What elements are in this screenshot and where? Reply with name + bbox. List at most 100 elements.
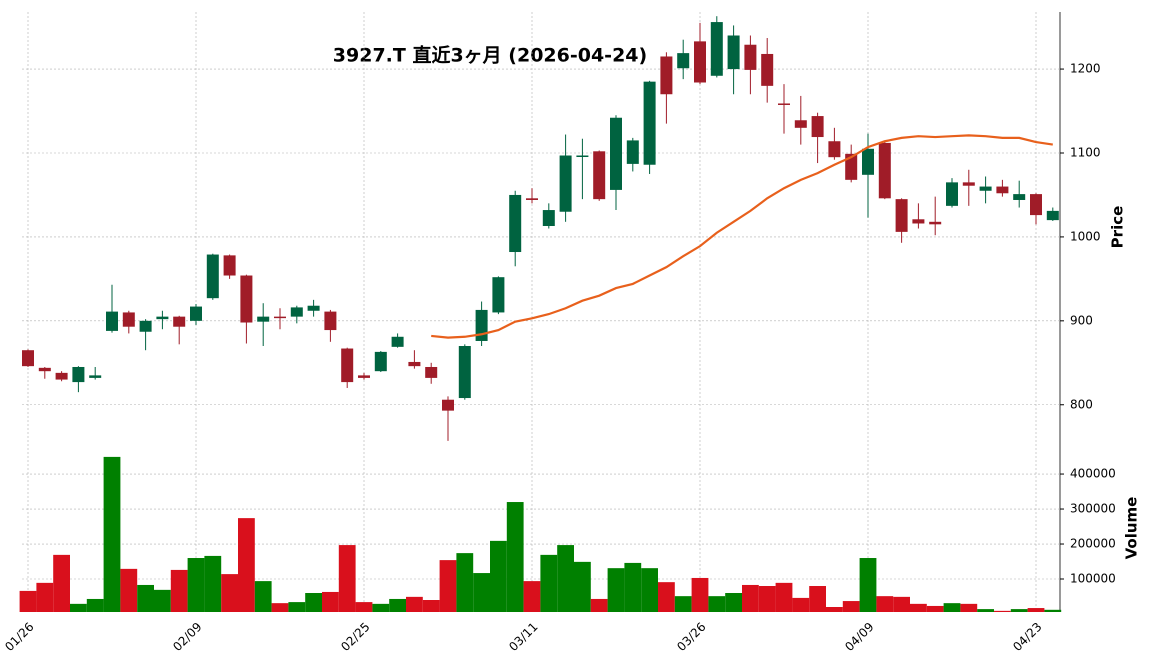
volume-bar — [372, 603, 390, 612]
volume-bar — [624, 562, 642, 612]
candle-body — [274, 316, 286, 319]
volume-tick-label: 400000 — [1070, 467, 1116, 481]
candle-body — [794, 120, 807, 128]
candle-body — [593, 151, 606, 200]
candle-body — [778, 103, 790, 105]
candle-body — [744, 44, 757, 70]
candle-body — [643, 81, 656, 165]
candle-body — [1046, 210, 1059, 221]
candle-body — [1030, 194, 1042, 216]
x-tick-label: 03/26 — [674, 620, 708, 654]
candle-body — [139, 320, 152, 332]
volume-bar — [154, 589, 171, 612]
moving-average-line — [431, 134, 1053, 339]
y-tick-label: 900 — [1070, 313, 1093, 327]
x-tick-label: 02/09 — [170, 620, 204, 654]
candle-body — [122, 312, 135, 327]
volume-bar — [170, 569, 188, 612]
volume-bar — [758, 586, 776, 612]
volume-bar — [842, 601, 860, 612]
candle-body — [240, 275, 253, 323]
candle-body — [106, 311, 118, 331]
candle-body — [727, 35, 740, 70]
candle-body — [509, 194, 522, 253]
x-tick-label: 03/11 — [506, 620, 540, 654]
x-tick-label: 04/23 — [1010, 620, 1044, 654]
volume-bar — [876, 596, 894, 612]
volume-bar — [204, 555, 222, 612]
volume-bar — [86, 598, 104, 612]
volume-bar — [439, 560, 457, 612]
candle-body — [324, 311, 337, 331]
y-tick-label: 800 — [1070, 397, 1093, 411]
volume-bar — [742, 584, 759, 612]
candle-body — [878, 142, 891, 199]
y-tick-label: 1000 — [1070, 229, 1101, 243]
x-tick-label: 01/26 — [2, 620, 36, 654]
candle-body — [458, 346, 471, 399]
candle-body — [677, 53, 690, 69]
candle-body — [979, 186, 992, 191]
volume-bar — [53, 554, 70, 612]
volume-bar — [540, 554, 558, 612]
candle-body — [761, 53, 774, 86]
volume-bar — [708, 596, 726, 612]
candle-body — [358, 375, 370, 378]
volume-bar — [422, 600, 440, 612]
volume-bar — [389, 598, 406, 612]
y-tick-label: 1100 — [1070, 145, 1101, 159]
volume-bar — [775, 582, 793, 612]
candle-body — [1013, 194, 1026, 200]
candle-body — [559, 155, 572, 212]
candle-body — [156, 316, 169, 320]
volume-bar — [103, 456, 121, 612]
volume-bar — [70, 603, 87, 612]
candle-body — [206, 254, 219, 299]
candle-body — [223, 255, 236, 276]
volume-bar — [574, 561, 591, 612]
volume-bar — [590, 598, 608, 612]
volume-bar — [809, 586, 826, 612]
volume-bar — [1010, 609, 1028, 612]
candle-body — [307, 305, 320, 311]
x-tick-label: 04/09 — [842, 620, 876, 654]
volume-bar — [506, 502, 524, 612]
candle-body — [946, 182, 958, 206]
volume-bar — [254, 581, 272, 612]
candle-body — [576, 155, 589, 158]
candle-body — [173, 316, 186, 327]
volume-bar — [288, 602, 306, 612]
x-tick-label: 02/25 — [338, 620, 372, 654]
volume-bar — [1027, 608, 1045, 612]
candle-body — [811, 116, 824, 138]
candle-body — [862, 148, 874, 175]
volume-bar — [338, 545, 356, 612]
volume-bar — [221, 574, 238, 612]
chart-title: 3927.T 直近3ヶ月 (2026-04-24) — [333, 44, 647, 67]
volume-bar — [271, 603, 289, 612]
volume-bar — [859, 558, 877, 612]
candle-body — [610, 117, 622, 190]
volume-bar — [120, 568, 138, 612]
volume-bar — [658, 582, 675, 612]
candle-body — [22, 350, 34, 367]
volume-bar — [994, 610, 1011, 612]
candle-body — [694, 41, 706, 83]
volume-bar — [1044, 609, 1062, 612]
volume-bar — [691, 577, 709, 612]
candle-body — [374, 351, 387, 372]
y-axis-label: Price — [1109, 206, 1127, 249]
volume-bar — [36, 582, 54, 612]
volume-bar — [322, 591, 339, 612]
candle-body — [996, 186, 1009, 194]
candle-body — [72, 366, 85, 383]
volume-bar — [910, 603, 927, 612]
candle-body — [828, 141, 841, 158]
candle-body — [190, 306, 202, 321]
candle-body — [38, 367, 51, 372]
candle-body — [391, 336, 404, 347]
volume-tick-label: 200000 — [1070, 537, 1116, 551]
volume-bar — [187, 558, 205, 612]
volume-bar — [523, 581, 541, 612]
candle-body — [475, 309, 488, 341]
